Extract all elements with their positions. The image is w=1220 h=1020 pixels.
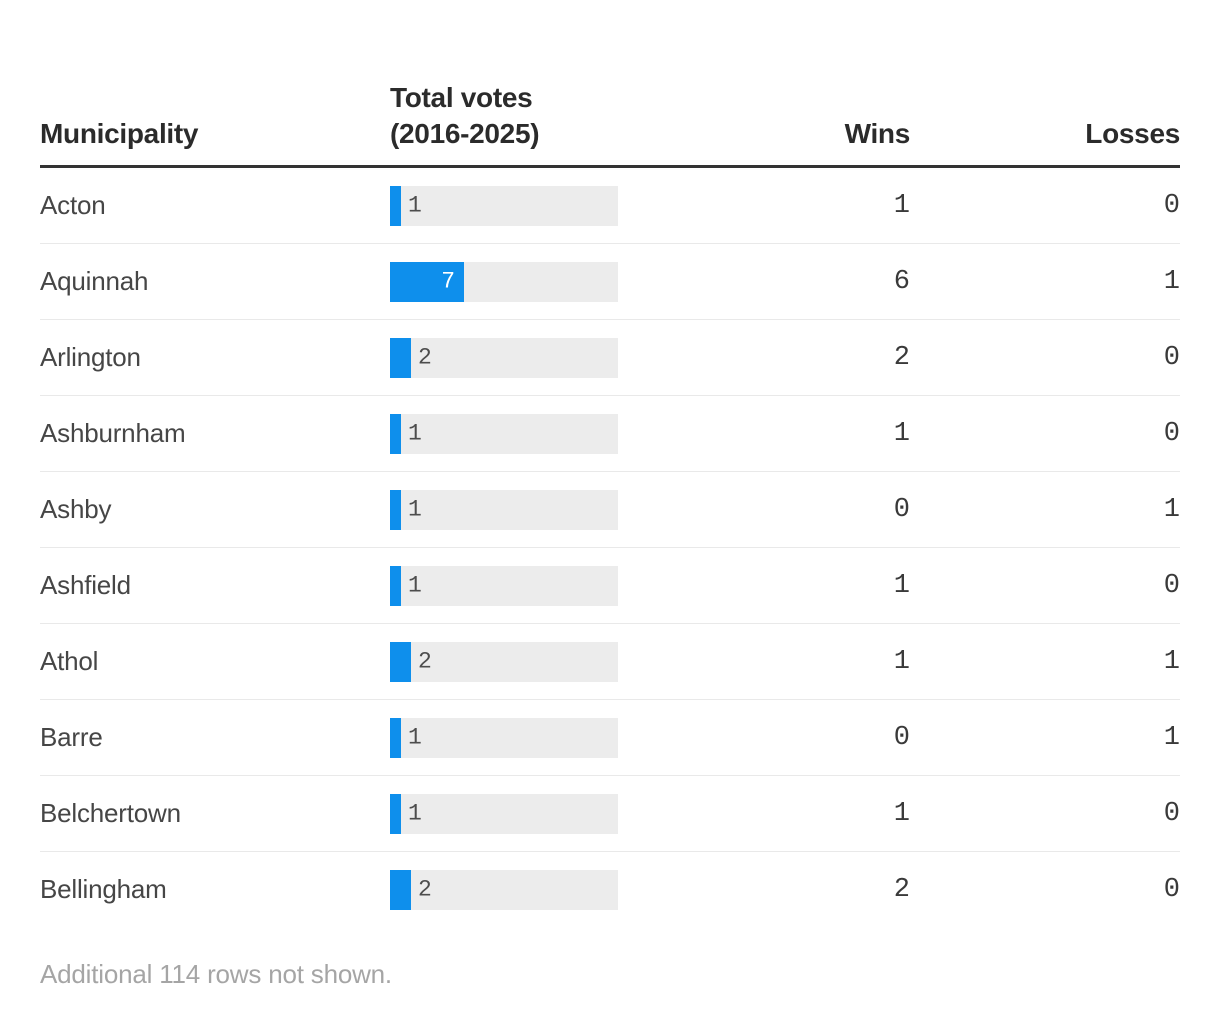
table-row: Bellingham 2 2 0 xyxy=(40,852,1180,927)
losses-value: 0 xyxy=(1163,798,1180,829)
total-votes-cell: 2 xyxy=(390,869,620,910)
column-header-losses: Losses xyxy=(1085,118,1180,149)
total-votes-bar xyxy=(390,413,401,454)
wins-value: 1 xyxy=(893,798,910,829)
municipality-name: Belchertown xyxy=(40,798,181,828)
total-votes-cell: 1 xyxy=(390,185,620,226)
losses-value: 1 xyxy=(1163,494,1180,525)
table-row: Ashburnham 1 1 0 xyxy=(40,396,1180,472)
wins-value: 6 xyxy=(893,266,910,297)
total-votes-value: 1 xyxy=(408,572,422,598)
table-row: Athol 2 1 1 xyxy=(40,624,1180,700)
total-votes-value: 2 xyxy=(418,648,432,674)
municipality-name: Acton xyxy=(40,190,106,220)
table-header-row: Municipality Total votes (2016-2025) Win… xyxy=(40,0,1180,168)
wins-value: 1 xyxy=(893,646,910,677)
total-votes-bar-track: 2 xyxy=(390,869,618,910)
wins-value: 0 xyxy=(893,494,910,525)
municipality-name: Aquinnah xyxy=(40,266,149,296)
wins-value: 2 xyxy=(893,874,910,905)
total-votes-bar xyxy=(390,337,411,378)
total-votes-cell: 1 xyxy=(390,565,620,606)
table-row: Aquinnah 7 6 1 xyxy=(40,244,1180,320)
wins-value: 1 xyxy=(893,418,910,449)
municipality-name: Ashby xyxy=(40,494,112,524)
total-votes-bar-track: 1 xyxy=(390,793,618,834)
total-votes-bar xyxy=(390,641,411,682)
total-votes-value: 1 xyxy=(408,724,422,750)
total-votes-value: 1 xyxy=(408,420,422,446)
column-header-municipality: Municipality xyxy=(40,118,199,149)
total-votes-bar xyxy=(390,185,401,226)
column-header-total-votes: Total votes (2016-2025) xyxy=(390,80,620,152)
total-votes-bar-track: 1 xyxy=(390,717,618,758)
column-header-total-votes-line2: (2016-2025) xyxy=(390,118,540,149)
losses-value: 0 xyxy=(1163,342,1180,373)
table-row: Ashby 1 0 1 xyxy=(40,472,1180,548)
municipality-name: Bellingham xyxy=(40,874,167,904)
total-votes-cell: 1 xyxy=(390,489,620,530)
total-votes-cell: 1 xyxy=(390,717,620,758)
column-header-wins: Wins xyxy=(844,118,911,149)
table-body: Acton 1 1 0 Aquinnah 7 6 1 Arlington 2 2 0 Ashburnha… xyxy=(40,168,1180,927)
column-header-total-votes-line1: Total votes xyxy=(390,82,533,113)
losses-value: 0 xyxy=(1163,418,1180,449)
table-row: Ashfield 1 1 0 xyxy=(40,548,1180,624)
total-votes-bar xyxy=(390,489,401,530)
total-votes-bar-track: 2 xyxy=(390,641,618,682)
total-votes-value: 1 xyxy=(408,800,422,826)
municipality-name: Ashburnham xyxy=(40,418,186,448)
total-votes-bar xyxy=(390,793,401,834)
losses-value: 0 xyxy=(1163,190,1180,221)
total-votes-bar xyxy=(390,869,411,910)
total-votes-value: 1 xyxy=(408,192,422,218)
total-votes-cell: 7 xyxy=(390,261,620,302)
total-votes-bar xyxy=(390,565,401,606)
table-row: Barre 1 0 1 xyxy=(40,700,1180,776)
total-votes-value: 2 xyxy=(418,876,432,902)
municipality-name: Arlington xyxy=(40,342,141,372)
losses-value: 0 xyxy=(1163,874,1180,905)
total-votes-value: 2 xyxy=(418,344,432,370)
table-row: Acton 1 1 0 xyxy=(40,168,1180,244)
losses-value: 1 xyxy=(1163,646,1180,677)
total-votes-bar-track: 1 xyxy=(390,413,618,454)
wins-value: 1 xyxy=(893,190,910,221)
total-votes-cell: 2 xyxy=(390,337,620,378)
total-votes-cell: 1 xyxy=(390,413,620,454)
total-votes-bar-track: 2 xyxy=(390,337,618,378)
total-votes-bar-track: 1 xyxy=(390,489,618,530)
total-votes-bar-track: 1 xyxy=(390,565,618,606)
total-votes-cell: 2 xyxy=(390,641,620,682)
wins-value: 2 xyxy=(893,342,910,373)
total-votes-bar-track: 7 xyxy=(390,261,618,302)
table-row: Belchertown 1 1 0 xyxy=(40,776,1180,852)
total-votes-bar xyxy=(390,261,464,302)
municipality-name: Barre xyxy=(40,722,103,752)
losses-value: 1 xyxy=(1163,266,1180,297)
losses-value: 1 xyxy=(1163,722,1180,753)
total-votes-bar xyxy=(390,717,401,758)
table-row: Arlington 2 2 0 xyxy=(40,320,1180,396)
total-votes-bar-track: 1 xyxy=(390,185,618,226)
total-votes-value: 1 xyxy=(408,496,422,522)
municipality-name: Ashfield xyxy=(40,570,131,600)
municipality-name: Athol xyxy=(40,646,99,676)
losses-value: 0 xyxy=(1163,570,1180,601)
total-votes-cell: 1 xyxy=(390,793,620,834)
wins-value: 1 xyxy=(893,570,910,601)
wins-value: 0 xyxy=(893,722,910,753)
rows-not-shown-note: Additional 114 rows not shown. xyxy=(40,959,392,989)
total-votes-value: 7 xyxy=(441,268,455,294)
